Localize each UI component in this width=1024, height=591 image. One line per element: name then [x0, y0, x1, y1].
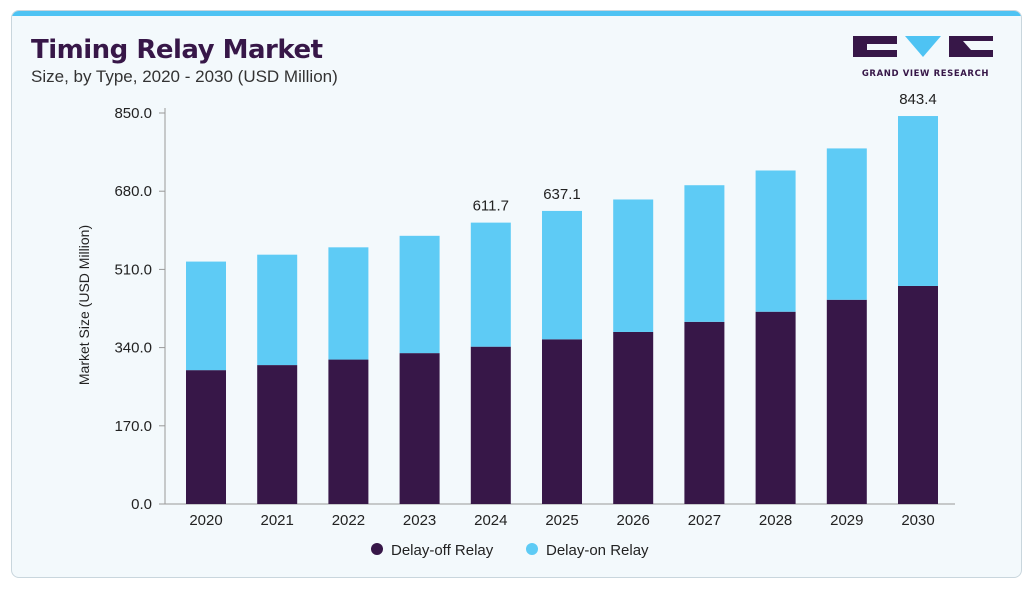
bar-delay-off-2030 [898, 285, 938, 504]
bar-delay-off-2023 [399, 353, 440, 504]
y-tick-label: 680.0 [114, 183, 152, 200]
x-tick-label: 2024 [474, 512, 507, 529]
bar-delay-on-2024 [470, 222, 511, 347]
x-tick-label: 2020 [189, 512, 222, 529]
legend-marker-delay-off [371, 543, 383, 555]
total-label-2030: 843.4 [899, 91, 937, 108]
y-tick-label: 510.0 [114, 261, 152, 278]
accent-bar [12, 11, 1021, 16]
x-tick-label: 2030 [901, 512, 934, 529]
bar-delay-off-2026 [613, 331, 654, 504]
bar-delay-on-2027 [684, 185, 725, 322]
bar-delay-off-2020 [186, 370, 226, 504]
bar-delay-on-2030 [898, 116, 938, 286]
y-tick-label: 340.0 [114, 340, 152, 357]
x-axis-ticks: 2020 2021 2022 2023 2024 2025 2026 2027 2028 2029… [189, 512, 934, 529]
bar-delay-off-2029 [826, 299, 867, 504]
total-labels: 611.7 637.1 843.4 [473, 91, 937, 215]
bar-delay-on-2020 [186, 261, 226, 371]
bar-delay-off-2021 [257, 365, 298, 504]
x-tick-label: 2023 [403, 512, 436, 529]
x-tick-label: 2025 [545, 512, 578, 529]
x-tick-label: 2027 [688, 512, 721, 529]
y-axis-label: Market Size (USD Million) [76, 225, 92, 385]
bar-delay-off-2024 [470, 346, 511, 504]
bar-delay-off-2022 [328, 359, 369, 504]
total-label-2025: 637.1 [543, 186, 581, 203]
x-tick-label: 2022 [332, 512, 365, 529]
legend-label-delay-off: Delay-off Relay [391, 542, 494, 559]
x-tick-label: 2026 [617, 512, 650, 529]
y-tick-label: 850.0 [114, 105, 152, 122]
bar-delay-on-2025 [542, 210, 582, 340]
bar-delay-on-2021 [257, 254, 298, 366]
chart-subtitle: Size, by Type, 2020 - 2030 (USD Million) [31, 67, 338, 86]
bar-delay-off-2025 [542, 339, 582, 504]
bar-delay-off-2027 [684, 321, 725, 504]
x-tick-label: 2028 [759, 512, 792, 529]
bars [186, 116, 938, 504]
bar-delay-on-2029 [826, 148, 867, 300]
x-tick-label: 2021 [261, 512, 294, 529]
chart-title: Timing Relay Market [31, 35, 323, 65]
gvr-logo-icon [853, 36, 993, 57]
total-label-2024: 611.7 [473, 198, 509, 215]
legend: Delay-off Relay Delay-on Relay [371, 542, 649, 559]
bar-delay-on-2023 [399, 235, 440, 354]
brand-name: GRAND VIEW RESEARCH [861, 69, 990, 79]
y-tick-label: 0.0 [131, 496, 152, 513]
y-tick-label: 170.0 [114, 418, 152, 435]
bar-delay-on-2026 [613, 199, 654, 332]
y-axis-ticks: 850.0 680.0 510.0 340.0 170.0 0.0 [114, 105, 165, 513]
bar-delay-on-2022 [328, 247, 369, 360]
legend-label-delay-on: Delay-on Relay [546, 542, 649, 559]
bar-delay-on-2028 [755, 170, 796, 312]
legend-marker-delay-on [526, 543, 538, 555]
x-tick-label: 2029 [830, 512, 863, 529]
bar-delay-off-2028 [755, 311, 796, 504]
